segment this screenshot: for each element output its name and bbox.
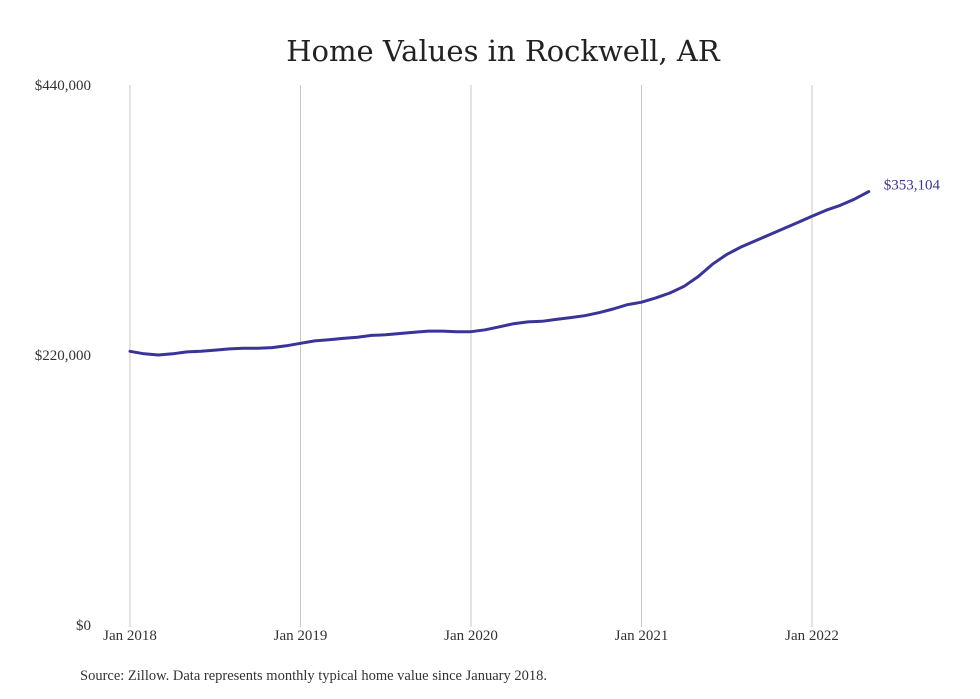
last-value-label: $353,104 [884,178,941,194]
home-value-line [128,190,871,357]
gridlines [129,85,813,627]
source-note: Source: Zillow. Data represents monthly … [80,668,547,684]
x-tick-label: Jan 2022 [785,628,839,644]
y-tick-label: $220,000 [35,348,91,364]
y-tick-label: $440,000 [35,78,91,94]
series-layer [128,190,871,357]
x-tick-label: Jan 2019 [274,628,328,644]
chart-title: Home Values in Rockwell, AR [286,34,721,68]
y-tick-label: $0 [76,618,91,634]
y-axis-ticks: $0 $220,000 $440,000 [35,78,91,634]
x-axis-ticks: Jan 2018 Jan 2019 Jan 2020 Jan 2021 Jan 2022 [103,628,839,644]
x-tick-label: Jan 2018 [103,628,157,644]
x-tick-label: Jan 2021 [615,628,669,644]
x-tick-label: Jan 2020 [444,628,498,644]
